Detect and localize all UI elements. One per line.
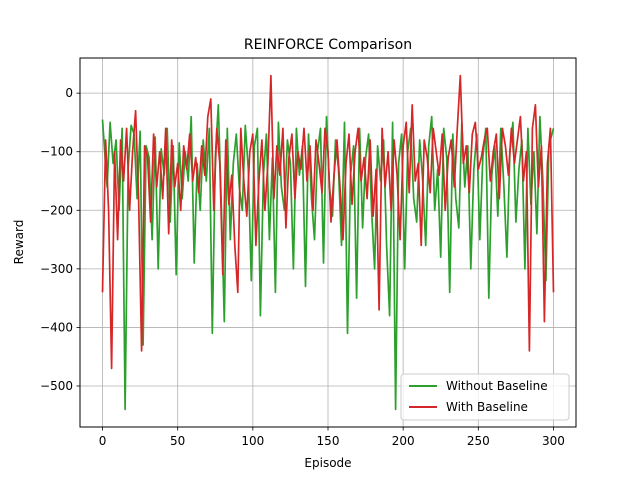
y-tick-label: −400 xyxy=(40,320,73,334)
legend-label-without-baseline: Without Baseline xyxy=(446,379,548,393)
y-tick-label: −100 xyxy=(40,145,73,159)
x-tick-label: 300 xyxy=(542,434,565,448)
axis-ticks: 0 50 100 150 200 250 300 0 −100 −200 −300 −400 −500 xyxy=(40,86,565,448)
x-tick-label: 250 xyxy=(467,434,490,448)
x-axis-label: Episode xyxy=(304,456,351,470)
x-tick-label: 200 xyxy=(392,434,415,448)
x-tick-label: 0 xyxy=(99,434,107,448)
series-lines xyxy=(101,74,555,411)
x-tick-label: 150 xyxy=(317,434,340,448)
series-line-with-baseline xyxy=(101,74,555,370)
y-tick-label: −200 xyxy=(40,203,73,217)
y-tick-label: −500 xyxy=(40,379,73,393)
x-tick-label: 50 xyxy=(170,434,185,448)
y-tick-label: 0 xyxy=(65,86,73,100)
y-tick-label: −300 xyxy=(40,262,73,276)
legend-box xyxy=(400,373,570,421)
y-axis-label: Reward xyxy=(12,220,26,265)
legend: Without Baseline With Baseline xyxy=(400,373,570,421)
x-tick-label: 100 xyxy=(241,434,264,448)
legend-label-with-baseline: With Baseline xyxy=(446,400,528,414)
chart-title: REINFORCE Comparison xyxy=(244,37,412,53)
